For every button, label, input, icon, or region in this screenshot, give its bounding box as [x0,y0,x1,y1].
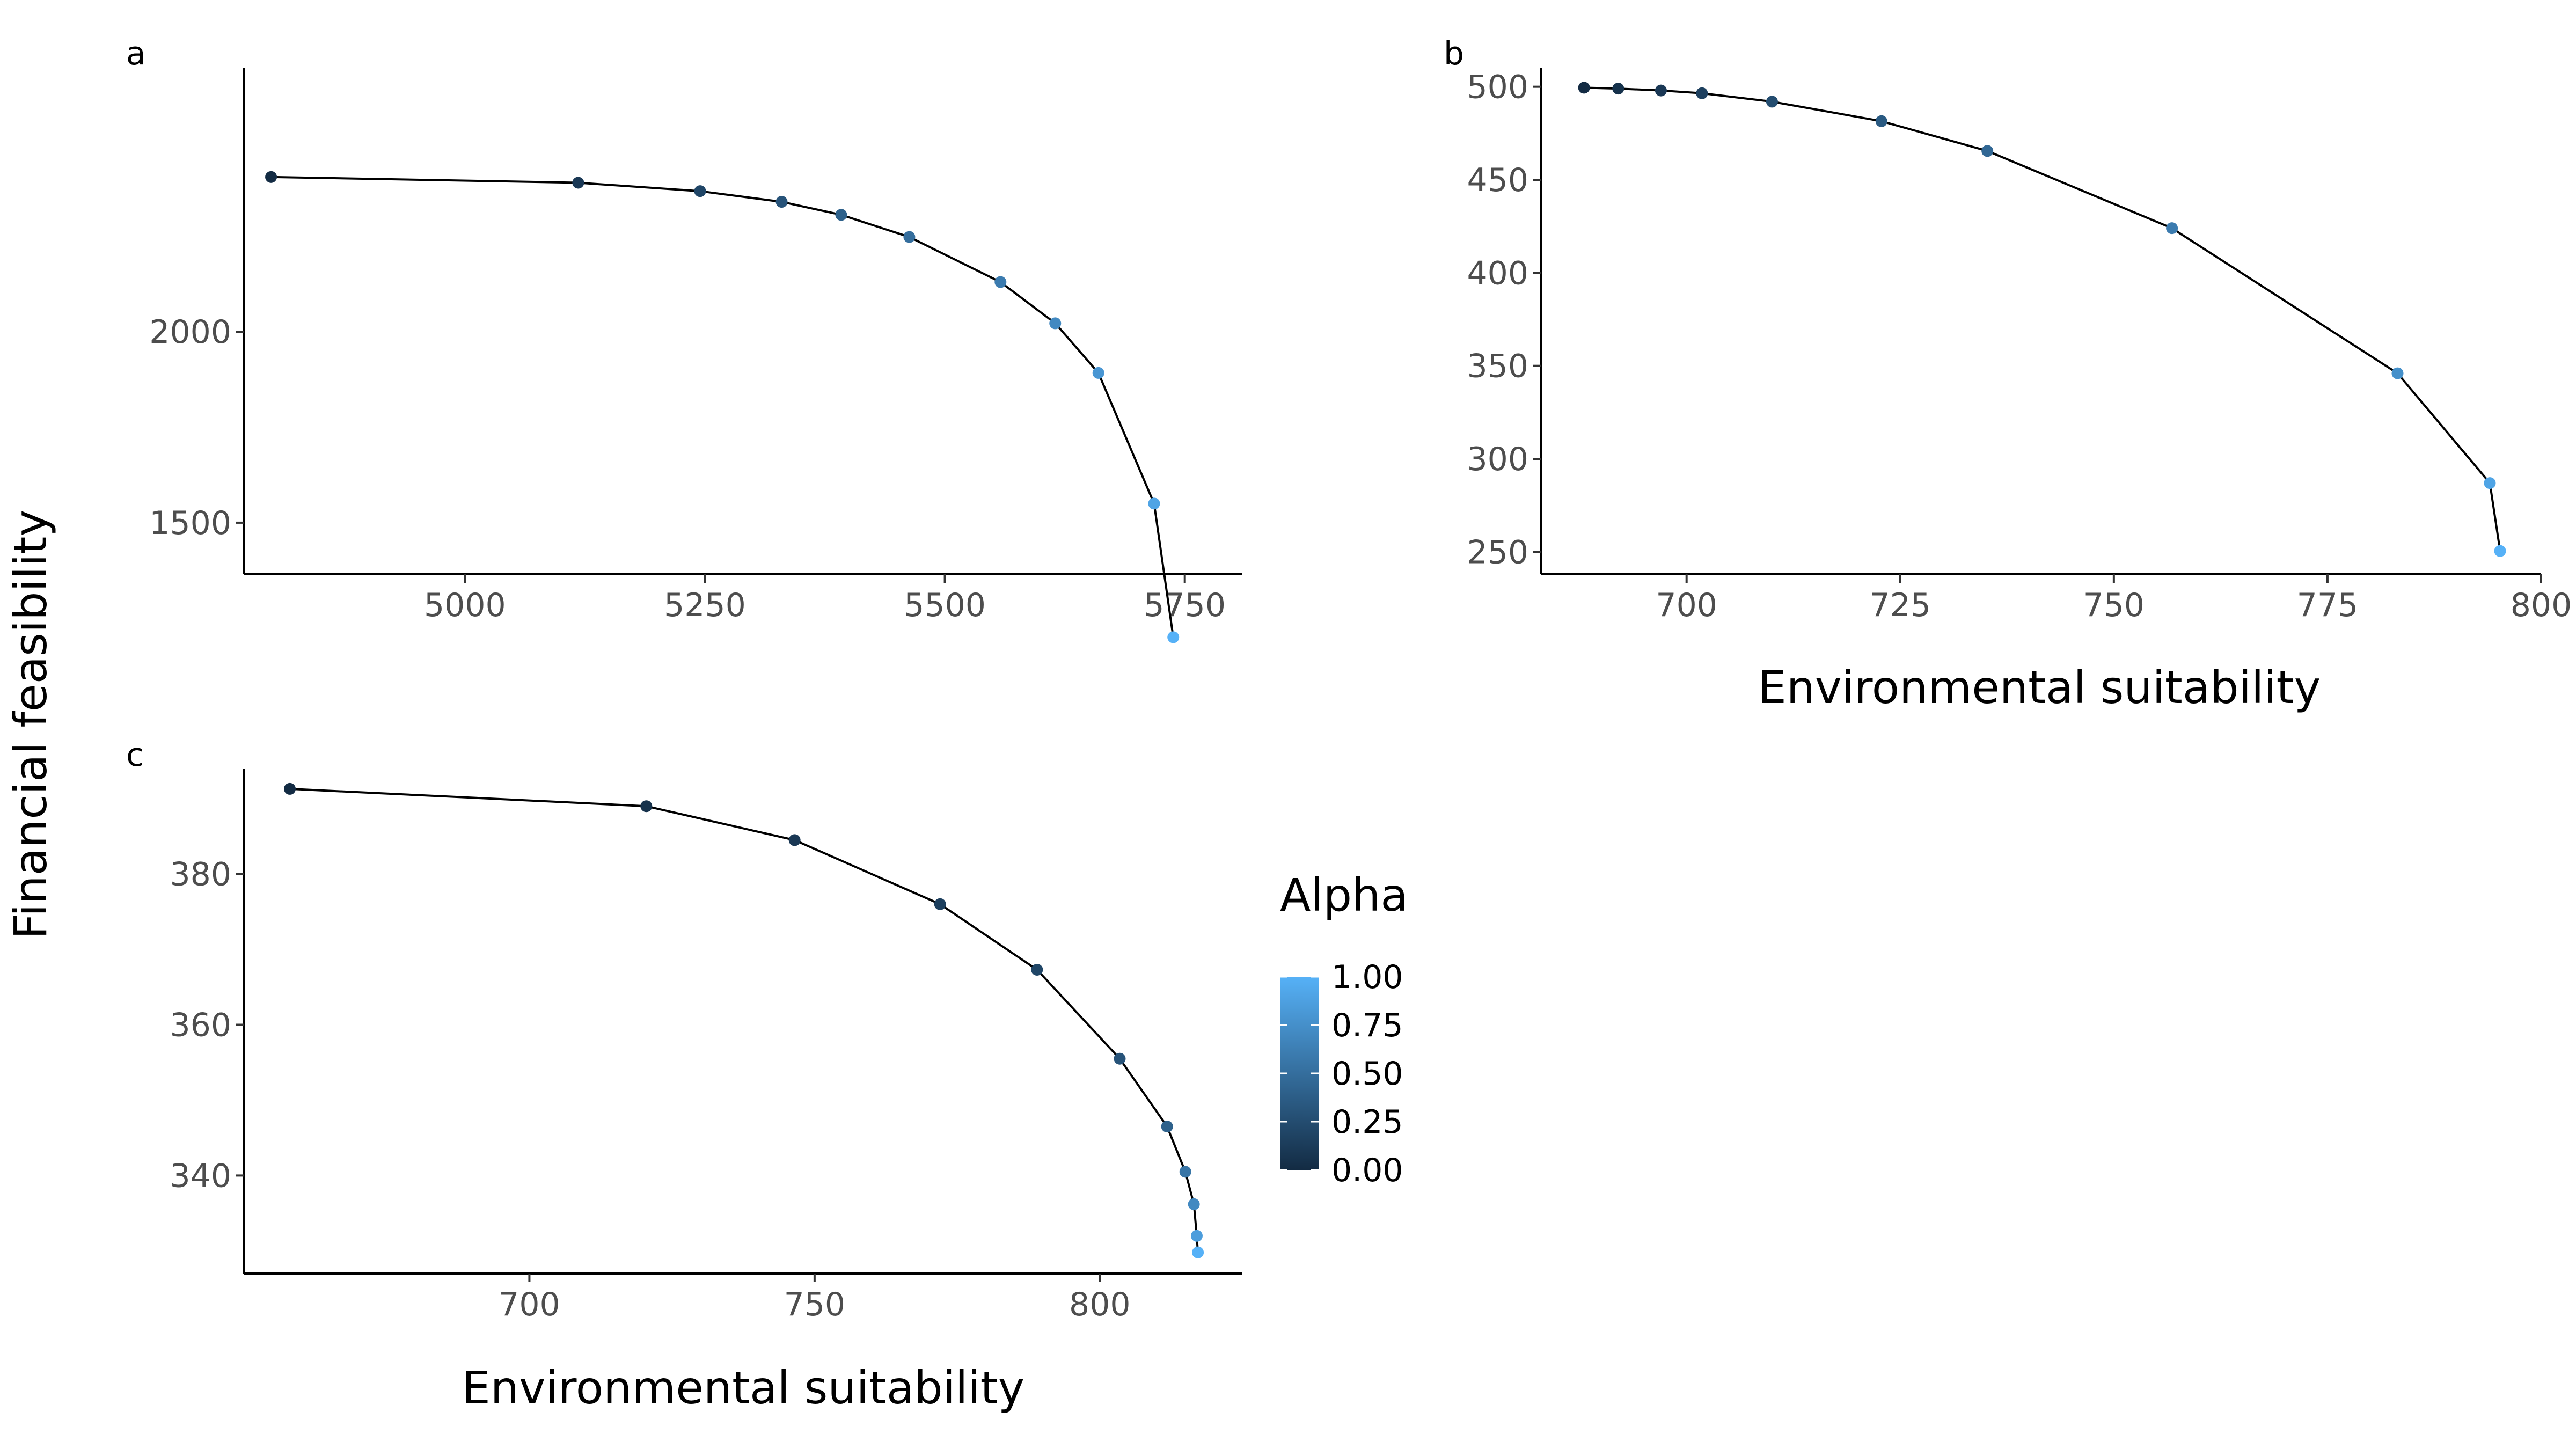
panel-b-x-tick-label: 800 [2511,587,2572,624]
panel-b-data-point [1655,84,1667,97]
panel-b-x-tick-label: 775 [2297,587,2359,624]
panel-a-data-point [1049,317,1062,330]
panel-a-y-tick-label: 1500 [149,504,231,542]
panel-c-data-point [934,898,946,910]
panel-b-series-line [1584,86,2501,551]
legend-label: 0.50 [1331,1055,1403,1093]
legend-label: 1.00 [1331,958,1403,996]
panel-b-data-point [1875,115,1887,127]
panel-a-data-point [694,185,706,197]
panel-b-data-point [2391,367,2404,379]
panel-a-data-point [994,276,1007,288]
panel-b-data-point [1696,87,1708,99]
panel-c-y-tick-label: 360 [170,1007,231,1044]
panel-b-data-point [1578,82,1590,94]
panel-c-y-tick-label: 380 [170,856,231,894]
panel-b-data-point [1981,145,1994,157]
panel-a-x-tick-label: 5250 [664,587,746,624]
panel-c-data-point [284,782,296,795]
panel-b-y-tick-label: 400 [1467,254,1528,292]
panel-a-tag: a [126,35,146,72]
y-axis-title: Financial feasibility [4,510,57,939]
panel-a-x-tick-label: 5000 [424,587,506,624]
panel-b-y-tick-label: 250 [1467,533,1528,571]
panel-c: c Environmental suitability 700 750 800 340… [126,736,1242,1414]
panel-c-data-point [1188,1198,1200,1210]
panel-a-data-point [1092,367,1104,379]
panel-b-x-tick-label: 700 [1656,587,1717,624]
panel-a-y-tick-label: 2000 [149,313,231,351]
panel-a-x-tick-label: 5750 [1144,587,1226,624]
panel-c-y-tick-label: 340 [170,1157,231,1195]
panel-c-data-point [1161,1121,1173,1133]
legend-label: 0.00 [1331,1152,1403,1189]
panel-a-data-point [1167,631,1180,643]
panel-c-data-point [1031,963,1043,976]
panel-b-data-point [1612,83,1624,95]
panel-a-data-point [775,196,788,208]
panel-b-x-tick-label: 725 [1870,587,1931,624]
panel-c-data-point [1192,1246,1204,1258]
panel-c-x-tick-label: 800 [1069,1286,1131,1323]
panel-a-data-point [572,177,584,189]
panel-c-x-tick-label: 700 [499,1286,560,1323]
legend-ticks: 1.00 0.75 0.50 0.25 0.00 [1280,958,1403,1189]
panel-c-data-point [788,834,801,846]
panel-c-data-point [1190,1230,1203,1242]
alpha-legend: Alpha 1.00 0.75 0.50 0.25 0.00 [1280,869,1408,1189]
panel-b-data-point [2494,545,2506,557]
panel-b-y-tick-label: 350 [1467,348,1528,385]
panel-c-data-point [640,800,653,813]
panel-a-data-point [265,171,277,183]
panel-b: b Environmental suitability 700 725 750 775… [1444,35,2572,714]
panel-b-y-tick-label: 300 [1467,441,1528,478]
panel-c-x-axis-title: Environmental suitability [462,1362,1025,1414]
panel-c-series-line [289,787,1199,1253]
panel-c-tag: c [126,736,144,774]
panel-b-x-axis-title: Environmental suitability [1758,661,2321,714]
panel-b-data-point [2484,477,2496,489]
panel-b-x-tick-label: 750 [2083,587,2145,624]
panel-a-data-point [903,231,916,243]
panel-c-x-tick-label: 750 [784,1286,846,1323]
panel-a-data-point [835,209,847,221]
panel-b-tag: b [1444,35,1464,72]
panel-b-data-point [1766,96,1778,108]
panel-a-series-line [271,175,1175,638]
panel-b-y-tick-label: 500 [1467,69,1528,106]
legend-label: 0.75 [1331,1007,1403,1044]
legend-label: 0.25 [1331,1103,1403,1141]
panel-a: a 5000 5250 5500 5750 1500 2000 [126,35,1242,643]
panel-a-x-tick-label: 5500 [904,587,986,624]
panel-c-data-point [1179,1166,1191,1178]
legend-title: Alpha [1280,869,1408,921]
panel-b-data-point [2166,222,2178,235]
panel-a-data-point [1148,497,1160,510]
panel-b-y-tick-label: 450 [1467,162,1528,199]
panel-c-data-point [1114,1052,1126,1065]
